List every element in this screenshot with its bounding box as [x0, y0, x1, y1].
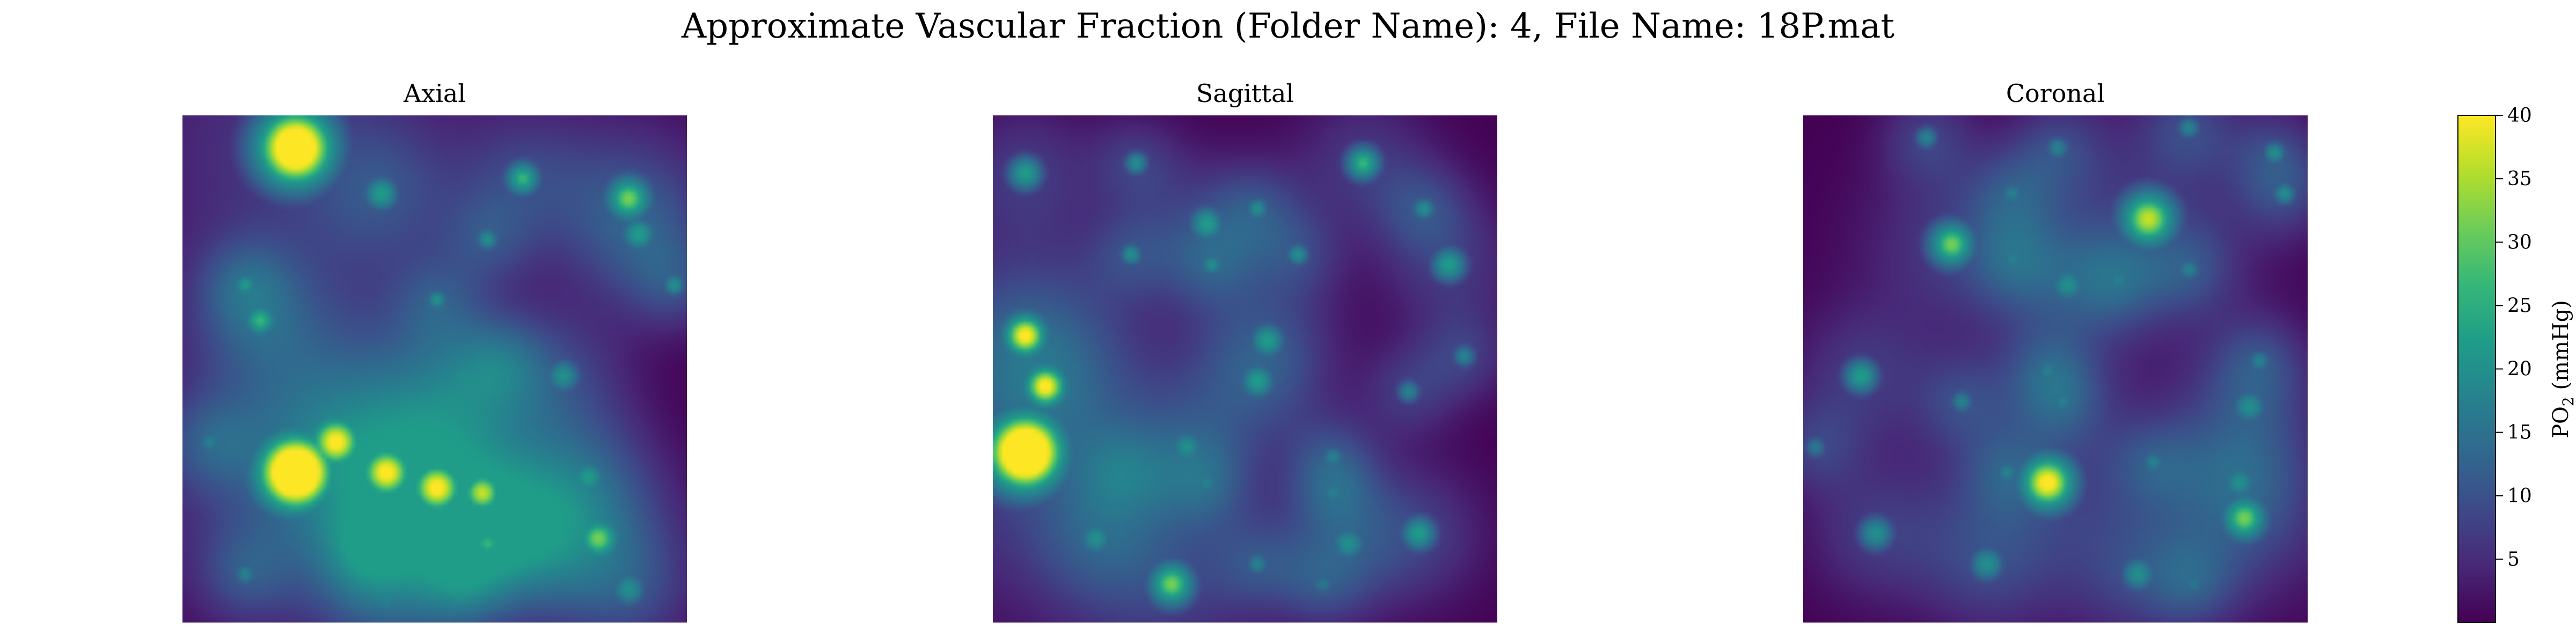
colorbar-tick-label: 25 — [2507, 295, 2532, 317]
colorbar — [2458, 115, 2496, 623]
heatmap-coronal — [1803, 115, 2308, 623]
colorbar-label: PO2 (mmHg) — [2549, 300, 2576, 438]
colorbar-ticks: 5 10 15 20 25 30 35 40 — [2496, 105, 2532, 570]
figure-suptitle: Approximate Vascular Fraction (Folder Na… — [681, 6, 1894, 46]
colorbar-tick-label: 40 — [2507, 105, 2532, 127]
colorbar-label-subscript: 2 — [2559, 397, 2576, 406]
colorbar-tick-label: 20 — [2507, 358, 2532, 380]
colorbar-label-units: (mmHg) — [2549, 300, 2573, 397]
panel-title-sagittal: Sagittal — [1196, 79, 1294, 108]
colorbar-tick-label: 15 — [2507, 422, 2532, 444]
colorbar-tick-label: 5 — [2507, 548, 2520, 570]
colorbar-tick-label: 30 — [2507, 231, 2532, 253]
colorbar-tick-label: 10 — [2507, 485, 2532, 507]
colorbar-tick-label: 35 — [2507, 168, 2532, 190]
heatmap-sagittal — [993, 115, 1497, 623]
panel-title-axial: Axial — [403, 79, 466, 108]
heatmap-axial — [182, 115, 687, 623]
panel-title-coronal: Coronal — [2006, 79, 2105, 108]
